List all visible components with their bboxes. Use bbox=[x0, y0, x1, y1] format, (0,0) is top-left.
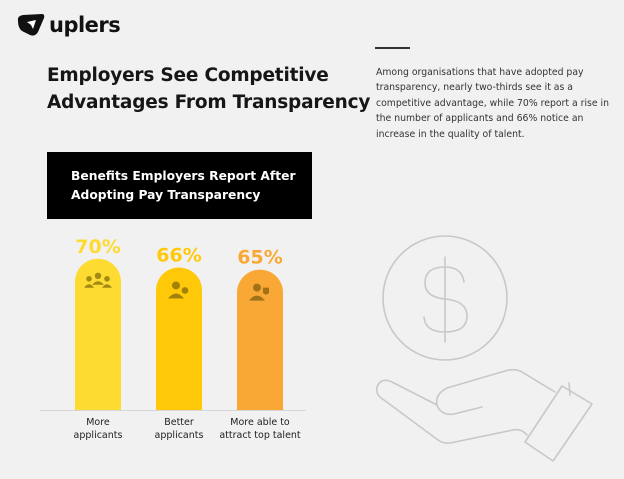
chart-title-box: Benefits Employers Report After Adopting… bbox=[47, 152, 312, 219]
uplers-logo-icon bbox=[17, 14, 45, 36]
uplers-logo: uplers bbox=[16, 13, 121, 37]
category-label-line: attract top talent bbox=[219, 430, 301, 441]
value-label-3: 65% bbox=[237, 247, 282, 269]
category-label-2: Better applicants bbox=[134, 416, 224, 442]
category-label-3: More able to attract top talent bbox=[215, 416, 305, 442]
category-label-line: More bbox=[86, 417, 110, 428]
category-label-line: applicants bbox=[73, 430, 123, 441]
category-label-line: Better bbox=[164, 417, 194, 428]
bar-3 bbox=[237, 269, 283, 410]
page-title-line1: Employers See Competitive bbox=[47, 65, 329, 86]
category-label-line: applicants bbox=[154, 430, 204, 441]
user-badge-icon bbox=[249, 283, 269, 301]
coin-circle bbox=[382, 235, 508, 361]
chart-title-line1: Benefits Employers Report After bbox=[71, 169, 296, 183]
value-label-2: 66% bbox=[156, 244, 201, 266]
bar-1 bbox=[75, 258, 121, 410]
divider bbox=[375, 47, 410, 49]
description-text: Among organisations that have adopted pa… bbox=[376, 67, 610, 140]
category-label-1: More applicants bbox=[53, 416, 143, 442]
category-label-line: More able to bbox=[230, 417, 290, 428]
value-label-1: 70% bbox=[75, 236, 120, 258]
page-title: Employers See Competitive Advantages Fro… bbox=[47, 62, 370, 116]
chart-title: Benefits Employers Report After Adopting… bbox=[71, 167, 296, 205]
brand-name: uplers bbox=[49, 13, 121, 37]
chart-title-line2: Adopting Pay Transparency bbox=[71, 188, 261, 202]
page-title-line2: Advantages From Transparency bbox=[47, 92, 371, 113]
bar-2 bbox=[156, 267, 202, 410]
group-icon bbox=[84, 272, 112, 288]
user-check-icon bbox=[168, 281, 189, 299]
